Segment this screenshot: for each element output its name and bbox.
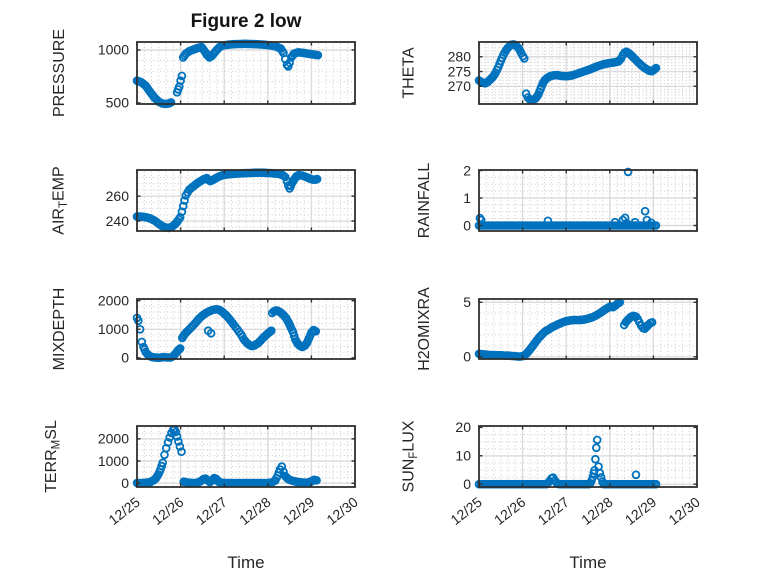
axes-box: [136, 41, 356, 105]
data-points: [132, 424, 321, 488]
minor-grid: [138, 171, 354, 230]
axes-box: [478, 169, 698, 232]
x-tick-label: 12/30: [323, 494, 361, 528]
data-points: [474, 40, 661, 105]
y-axis-label: TERRMSL: [43, 420, 63, 493]
y-axis-label: AIRTEMP: [51, 166, 71, 234]
y-tick-label: 1000: [98, 453, 129, 469]
x-axis-label-right: Time: [569, 553, 606, 572]
x-tick-label: 12/28: [236, 494, 274, 528]
axis-ticks: [136, 42, 356, 104]
axis-ticks: [478, 169, 698, 231]
subplot-rainfall: 0 1 2 RAINFALL: [416, 162, 698, 239]
y-tick-label: 270: [448, 78, 472, 94]
data-points: [474, 167, 661, 230]
y-axis-label: H2OMIXRA: [416, 287, 433, 371]
y-tick-label: 500: [106, 95, 130, 111]
x-tick-label: 12/26: [491, 494, 529, 528]
x-tick-label: 12/25: [105, 494, 143, 528]
data-points: [132, 168, 322, 233]
y-axis-label: RAINFALL: [416, 163, 433, 239]
y-tick-label: 5: [463, 294, 471, 310]
y-tick-label: 2: [463, 162, 471, 178]
figure-title: Figure 2 low: [191, 11, 302, 32]
axis-ticks: [478, 42, 698, 104]
y-tick-label: 1000: [98, 42, 129, 58]
y-tick-label: 2000: [98, 293, 129, 309]
y-tick-label: 1: [463, 190, 471, 206]
x-tick-label: 12/28: [578, 494, 616, 528]
x-tick-label: 12/26: [149, 494, 187, 528]
axis-ticks: [478, 426, 698, 487]
x-tick-label: 12/25: [447, 494, 485, 528]
x-tick-label: 12/30: [665, 494, 703, 528]
x-tick-label: 12/29: [280, 494, 318, 528]
subplot-terr-msl: 0 1000 2000 TERRMSL 12/25 12/26 12/27 12/28 12/2…: [43, 420, 361, 528]
y-tick-label: 240: [106, 213, 130, 229]
y-tick-label: 280: [448, 49, 472, 65]
minor-grid: [138, 427, 354, 486]
subplot-sun-flux: 0 10 20 SUNFLUX 12/25 12/26 12/27 12/28 12/29 12/…: [400, 419, 703, 528]
y-tick-label: 275: [448, 63, 472, 79]
axes-box: [478, 298, 698, 360]
y-tick-label: 260: [106, 188, 130, 204]
minor-grid: [480, 427, 696, 486]
subplot-h2omixra: 0 5 H2OMIXRA: [416, 287, 698, 371]
data-points: [132, 304, 321, 363]
minor-grid: [138, 43, 354, 103]
y-axis-label: PRESSURE: [51, 29, 68, 117]
minor-grid: [480, 171, 696, 230]
minor-grid: [480, 300, 696, 358]
axis-ticks: [136, 426, 356, 487]
data-points: [474, 435, 661, 489]
y-tick-label: 0: [121, 475, 129, 491]
axes-box: [478, 425, 698, 488]
subplot-pressure: 500 1000 PRESSURE: [51, 29, 356, 117]
y-tick-label: 0: [463, 349, 471, 365]
y-axis-label: MIXDEPTH: [51, 288, 68, 371]
major-grid: [138, 171, 354, 230]
axes-box: [136, 425, 356, 488]
axis-ticks: [136, 170, 356, 231]
subplot-mixdepth: 0 1000 2000 MIXDEPTH: [51, 288, 356, 371]
y-tick-label: 0: [463, 217, 471, 233]
x-axis-label-left: Time: [227, 553, 264, 572]
axes-box: [136, 169, 356, 232]
x-tick-label: 12/29: [622, 494, 660, 528]
y-tick-label: 20: [455, 419, 471, 435]
axis-ticks: [136, 299, 356, 359]
y-tick-label: 10: [455, 448, 471, 464]
y-tick-label: 2000: [98, 431, 129, 447]
y-tick-label: 0: [463, 476, 471, 492]
axis-ticks: [478, 299, 698, 359]
subplot-air-temp: 240 260 AIRTEMP: [51, 166, 356, 235]
x-tick-label: 12/27: [535, 494, 573, 528]
y-axis-label: THETA: [401, 47, 418, 99]
y-tick-label: 0: [121, 350, 129, 366]
y-tick-label: 1000: [98, 321, 129, 337]
x-tick-label: 12/27: [193, 494, 231, 528]
y-axis-label: SUNFLUX: [400, 420, 420, 492]
axes-box: [478, 41, 698, 105]
